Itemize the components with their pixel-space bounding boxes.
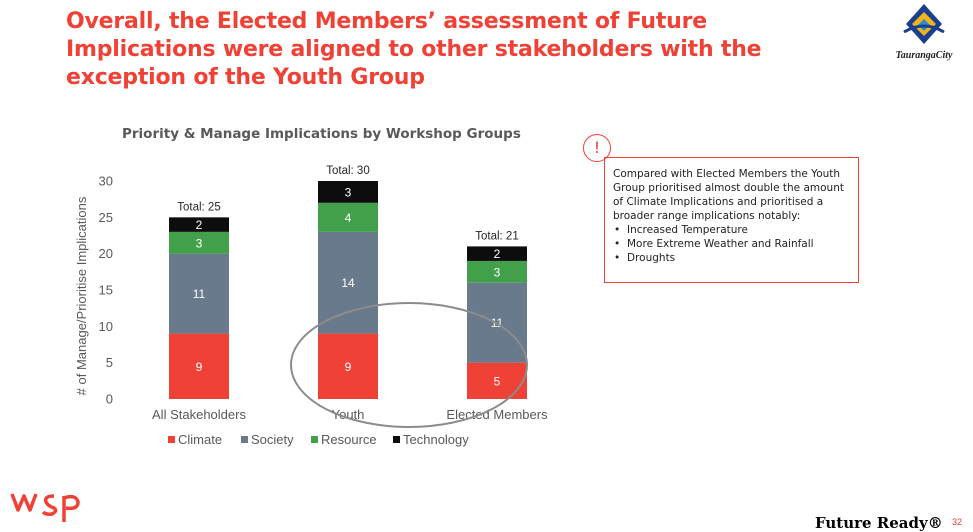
y-tick-label: 20 [99, 246, 113, 261]
bar-segment-climate [169, 333, 229, 399]
bar-segment-climate [467, 362, 527, 399]
bar-total-label: Total: 30 [326, 165, 369, 177]
bar-value-label: 3 [494, 265, 501, 279]
y-axis-title: # of Manage/Prioritise Implications [74, 196, 89, 395]
legend-label: Climate [178, 432, 222, 447]
bar-value-label: 11 [193, 287, 206, 301]
exclamation-icon: ! [583, 134, 611, 162]
y-tick-label: 5 [106, 355, 113, 370]
bar-value-label: 4 [345, 211, 352, 225]
bar-value-label: 3 [345, 185, 352, 199]
bar-segment-technology [318, 181, 378, 203]
legend-swatch [168, 436, 175, 443]
legend-label: Society [251, 432, 294, 447]
y-tick-label: 0 [106, 392, 113, 407]
legend-label: Technology [403, 432, 469, 447]
bar-total-label: Total: 25 [177, 201, 220, 213]
bar-value-label: 9 [345, 360, 352, 374]
bar-segment-climate [318, 333, 378, 399]
footer-tagline: Future Ready® [815, 514, 943, 532]
y-tick-label: 25 [99, 210, 113, 225]
bar-segment-resource [318, 202, 378, 232]
callout-bullet: Increased Temperature [613, 223, 850, 237]
bar-segment-technology [169, 217, 229, 232]
bar-value-label: 2 [494, 247, 501, 261]
x-tick-label: Youth [332, 407, 365, 422]
legend-swatch [393, 436, 400, 443]
bar-value-label: 5 [494, 374, 501, 388]
callout-text: Compared with Elected Members the Youth … [613, 168, 844, 222]
x-tick-label: All Stakeholders [152, 407, 246, 422]
bar-segment-resource [169, 231, 229, 254]
bar-value-label: 9 [196, 360, 203, 374]
bar-value-label: 3 [196, 236, 203, 250]
y-tick-label: 10 [99, 319, 113, 334]
youth-highlight-ellipse [290, 302, 528, 428]
bar-segment-resource [467, 260, 527, 283]
legend-swatch [311, 436, 318, 443]
bar-segment-society [318, 231, 378, 334]
tauranga-logo-icon [903, 4, 945, 44]
bar-segment-society [169, 253, 229, 334]
page-number: 32 [952, 517, 963, 527]
bar-value-label: 2 [196, 218, 203, 232]
wsp-logo-icon [10, 493, 80, 522]
bar-total-label: Total: 21 [475, 230, 518, 242]
chart-title: Priority & Manage Implications by Worksh… [122, 126, 521, 142]
bar-value-label: 14 [341, 276, 355, 290]
logo-text: TaurangaCity [895, 50, 953, 61]
legend-label: Resource [321, 432, 377, 447]
legend-swatch [241, 436, 248, 443]
callout-bullets: Increased Temperature More Extreme Weath… [613, 223, 850, 265]
callout-bullet: Droughts [613, 251, 850, 265]
callout-box: Compared with Elected Members the Youth … [604, 157, 859, 283]
callout-bullet: More Extreme Weather and Rainfall [613, 237, 850, 251]
y-tick-label: 30 [99, 174, 113, 189]
slide-title: Overall, the Elected Members’ assessment… [66, 9, 762, 90]
y-tick-label: 15 [99, 283, 113, 298]
bar-segment-technology [467, 246, 527, 261]
